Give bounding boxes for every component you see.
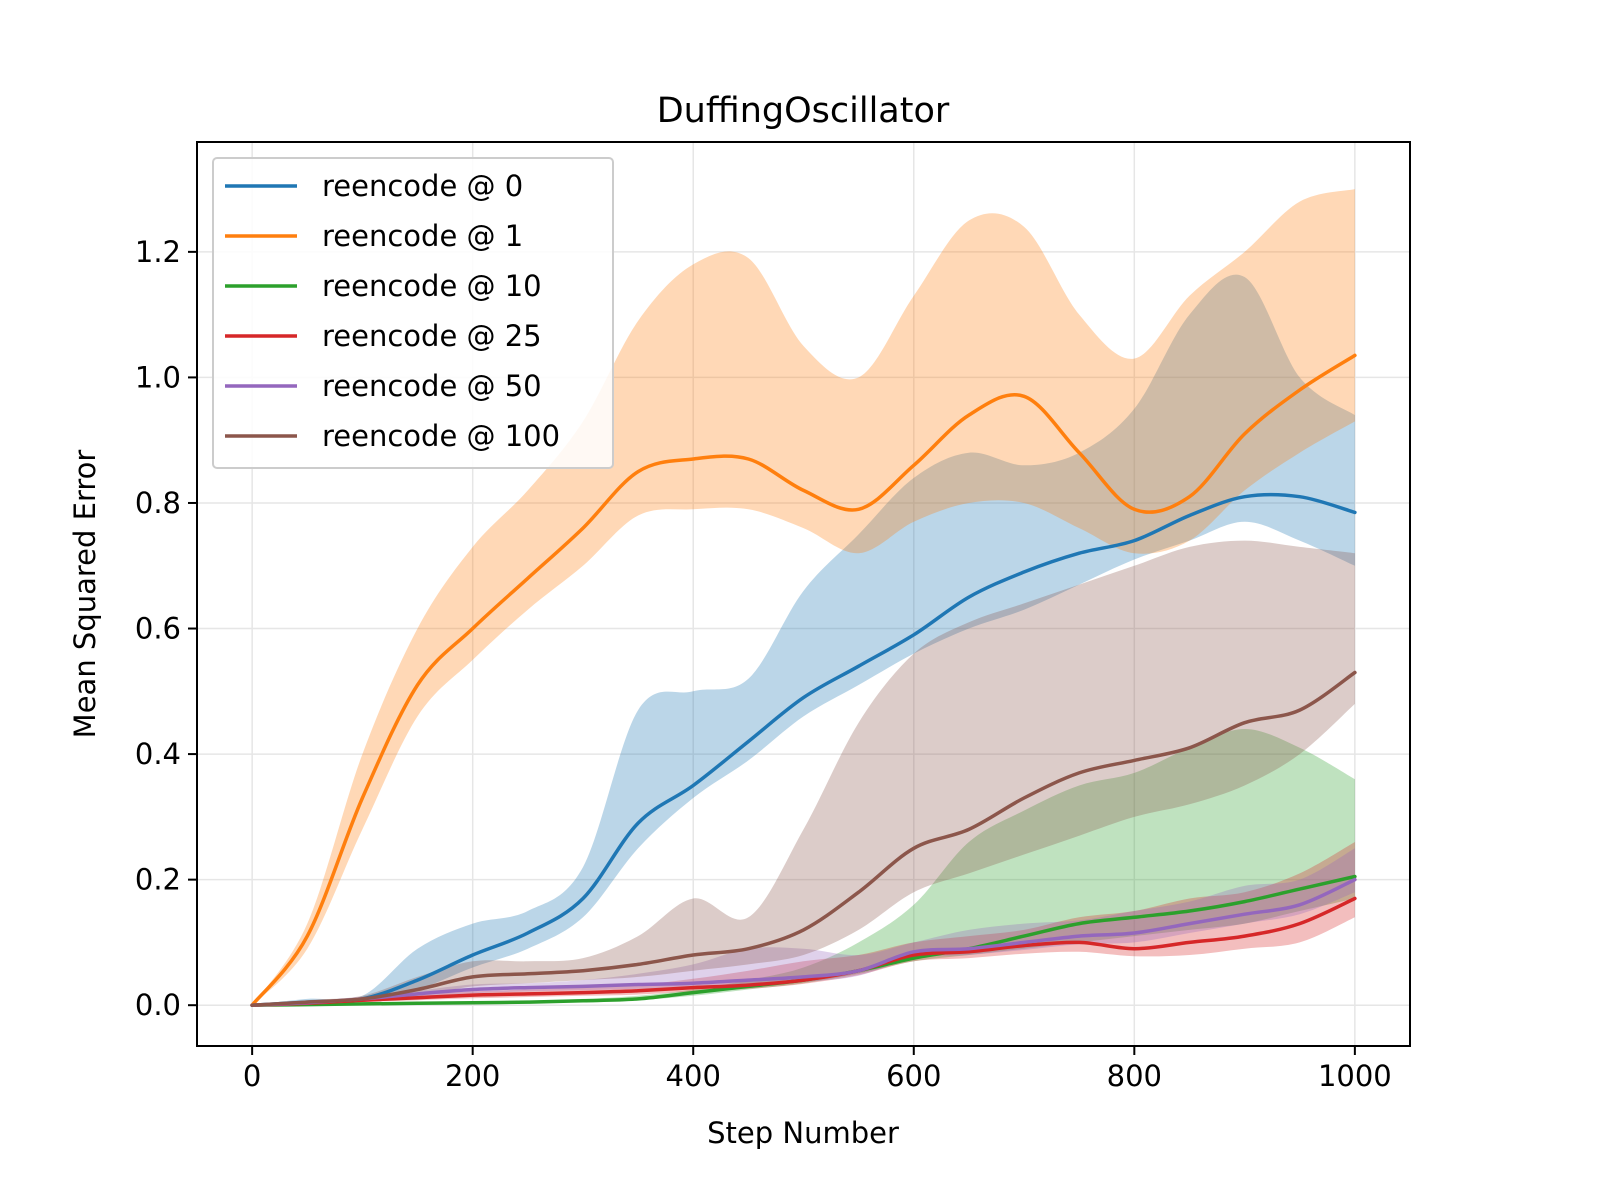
x-tick-label: 1000 bbox=[1318, 1059, 1392, 1093]
line-reencode-100 bbox=[250, 670, 1357, 1007]
band-reencode-100 bbox=[252, 540, 1355, 1006]
y-tick-label: 1.2 bbox=[135, 235, 181, 269]
x-tick-label: 600 bbox=[886, 1059, 941, 1093]
y-axis-label: Mean Squared Error bbox=[68, 450, 102, 739]
chart-title: DuffingOscillator bbox=[657, 91, 950, 131]
legend-label-reencode-25: reencode @ 25 bbox=[322, 319, 542, 353]
band-reencode-50 bbox=[252, 848, 1355, 1006]
series-lines bbox=[250, 353, 1357, 1007]
legend-label-reencode-0: reencode @ 0 bbox=[322, 169, 523, 203]
x-tick-label: 0 bbox=[243, 1059, 261, 1093]
y-tick-label: 0.4 bbox=[135, 737, 181, 771]
legend-label-reencode-50: reencode @ 50 bbox=[322, 369, 542, 403]
axis-ticks: 0 200 400 600 800 1000 0.0 0.2 0.4 0.6 0.8 1.0 1.2 bbox=[135, 235, 1392, 1093]
grid-lines bbox=[197, 142, 1410, 1046]
plot-frame bbox=[196, 141, 1411, 1047]
line-reencode-25 bbox=[250, 896, 1357, 1007]
x-tick-label: 400 bbox=[666, 1059, 721, 1093]
band-reencode-1 bbox=[252, 189, 1355, 1006]
line-reencode-1 bbox=[250, 353, 1357, 1007]
y-tick-label: 0.2 bbox=[135, 863, 181, 897]
x-tick-label: 200 bbox=[445, 1059, 500, 1093]
y-tick-label: 0.8 bbox=[135, 486, 181, 520]
band-reencode-0 bbox=[252, 274, 1355, 1006]
line-reencode-50 bbox=[250, 877, 1357, 1007]
y-tick-label: 0.0 bbox=[135, 988, 181, 1022]
y-tick-label: 1.0 bbox=[135, 360, 181, 394]
legend-label-reencode-1: reencode @ 1 bbox=[322, 219, 523, 253]
legend-box bbox=[212, 157, 614, 469]
x-axis-label: Step Number bbox=[707, 1116, 899, 1150]
x-tick-label: 800 bbox=[1107, 1059, 1162, 1093]
line-reencode-0 bbox=[250, 492, 1357, 1007]
legend: reencode @ 0 reencode @ 1 reencode @ 10 ree… bbox=[212, 157, 614, 469]
legend-label-reencode-100: reencode @ 100 bbox=[322, 419, 560, 453]
legend-label-reencode-10: reencode @ 10 bbox=[322, 269, 542, 303]
band-reencode-25 bbox=[252, 842, 1355, 1006]
y-tick-label: 0.6 bbox=[135, 612, 181, 646]
